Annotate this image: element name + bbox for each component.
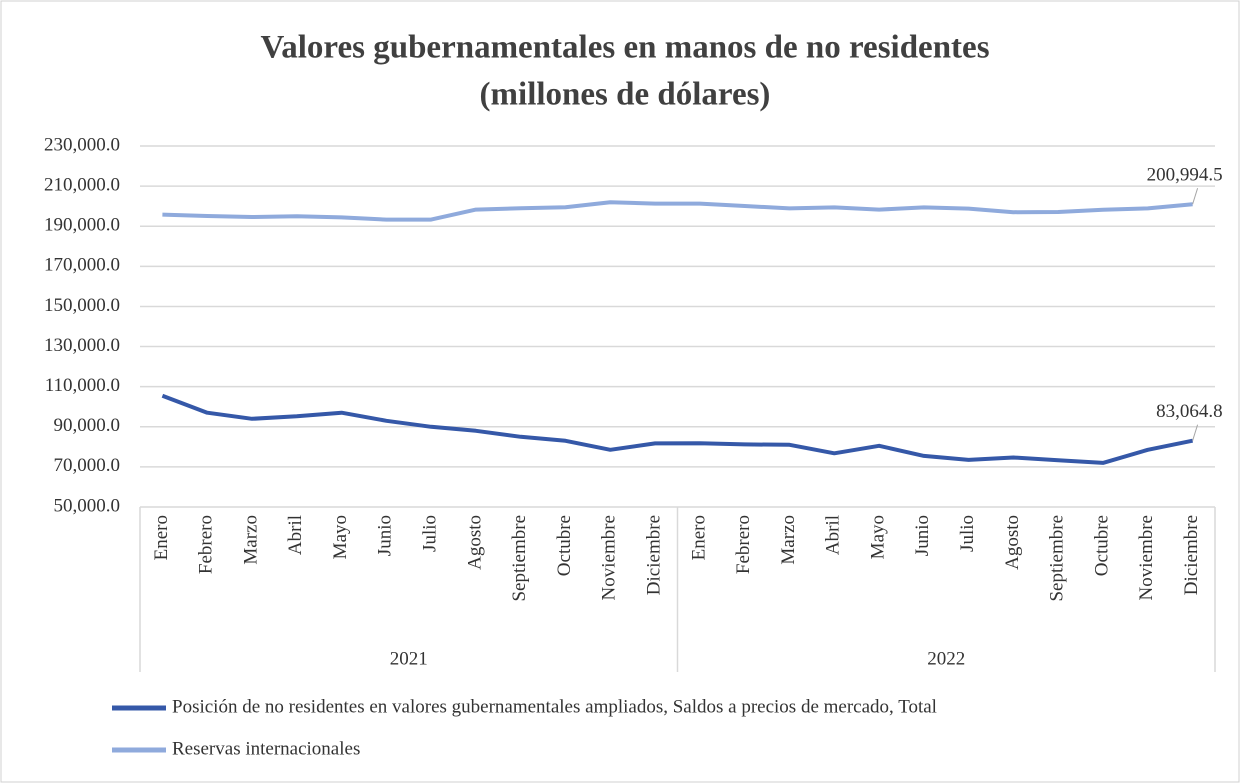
x-tick-label: Abril [285, 515, 306, 555]
y-tick-label: 50,000.0 [54, 495, 121, 516]
y-tick-label: 110,000.0 [45, 375, 120, 396]
x-group-label: 2021 [390, 648, 428, 669]
x-tick-label: Mayo [867, 515, 888, 559]
x-tick-label: Enero [151, 515, 172, 560]
x-tick-label: Agosto [1002, 515, 1023, 570]
legend-label: Posición de no residentes en valores gub… [172, 696, 937, 717]
x-group-label: 2022 [927, 648, 965, 669]
x-tick-label: Marzo [240, 515, 261, 565]
y-tick-label: 90,000.0 [54, 415, 121, 436]
x-tick-label: Marzo [778, 515, 799, 565]
chart-title: Valores gubernamentales en manos de no r… [260, 30, 989, 66]
x-tick-label: Diciembre [643, 515, 664, 595]
legend-label: Reservas internacionales [172, 738, 360, 759]
x-tick-label: Noviembre [1136, 515, 1157, 600]
y-tick-label: 70,000.0 [54, 455, 121, 476]
chart-subtitle: (millones de dólares) [480, 77, 771, 113]
x-tick-label: Junio [912, 515, 933, 556]
x-tick-label: Noviembre [599, 515, 620, 600]
x-tick-label: Abril [823, 515, 844, 555]
x-tick-label: Julio [420, 515, 441, 552]
data-label: 83,064.8 [1156, 401, 1223, 422]
y-tick-label: 210,000.0 [44, 174, 120, 195]
y-tick-label: 230,000.0 [44, 134, 120, 155]
x-tick-label: Junio [375, 515, 396, 556]
x-tick-label: Enero [688, 515, 709, 560]
x-tick-label: Febrero [196, 515, 217, 574]
x-tick-label: Febrero [733, 515, 754, 574]
x-tick-label: Octubre [1091, 515, 1112, 576]
label-leader [1192, 188, 1199, 205]
series-line [162, 200, 1193, 222]
x-tick-label: Septiembre [509, 515, 530, 602]
x-tick-label: Julio [957, 515, 978, 552]
y-tick-label: 170,000.0 [44, 255, 120, 276]
label-leader [1192, 424, 1199, 441]
x-tick-label: Octubre [554, 515, 575, 576]
data-label: 200,994.5 [1147, 165, 1223, 186]
series-line [161, 393, 1193, 465]
x-tick-label: Diciembre [1181, 515, 1202, 595]
y-tick-label: 150,000.0 [44, 295, 120, 316]
x-tick-label: Mayo [330, 515, 351, 559]
y-tick-label: 190,000.0 [44, 215, 120, 236]
y-tick-label: 130,000.0 [44, 335, 120, 356]
x-tick-label: Septiembre [1047, 515, 1068, 602]
x-tick-label: Agosto [464, 515, 485, 570]
